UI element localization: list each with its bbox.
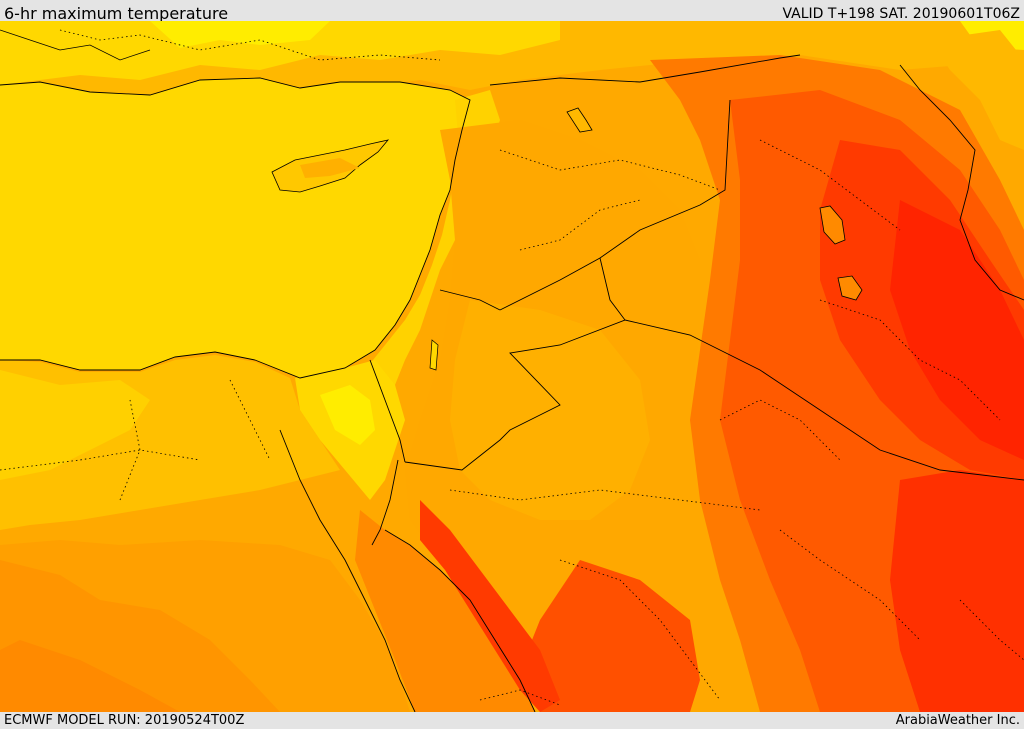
border-jordan-saudi xyxy=(404,257,626,471)
red-sea xyxy=(355,510,535,712)
credit-label: ArabiaWeather Inc. xyxy=(895,713,1020,728)
coastline-redsea-east xyxy=(384,529,536,712)
coastline-redsea-west xyxy=(279,429,416,712)
map-header: 6-hr maximum temperature VALID T+198 SAT… xyxy=(0,0,1024,23)
tharthar-lake xyxy=(819,205,846,245)
border-syria-turkey xyxy=(489,54,801,86)
border-iraq-saudi xyxy=(624,319,1024,481)
border-syria-iraq xyxy=(499,99,731,311)
model-run-label: ECMWF MODEL RUN: 20190524T00Z xyxy=(4,713,245,728)
anatolia-yellow xyxy=(0,21,560,85)
valid-time: VALID T+198 SAT. 20190601T06Z xyxy=(782,6,1020,22)
anatolia-bright xyxy=(150,21,330,48)
map-footer: ECMWF MODEL RUN: 20190524T00Z ArabiaWeat… xyxy=(0,712,1024,729)
border-israel-egypt xyxy=(369,359,406,463)
temperature-map xyxy=(0,21,1024,712)
milh-lake xyxy=(837,275,863,301)
coastline-med xyxy=(0,77,471,379)
map-title: 6-hr maximum temperature xyxy=(4,4,229,23)
border-iraq-iran xyxy=(899,64,1024,301)
